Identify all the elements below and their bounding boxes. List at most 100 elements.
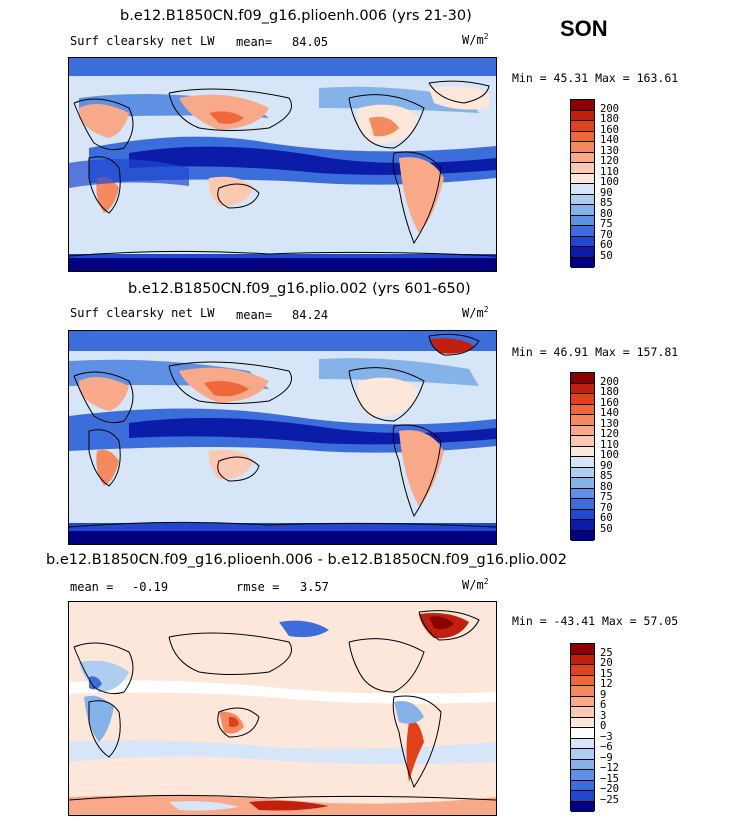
colorbar-segment [571,665,594,676]
units-exp: 2 [483,577,489,586]
colorbar-segment [571,644,594,655]
panel-3-rmse-value: 3.57 [300,580,329,594]
colorbar-segment [571,383,594,394]
colorbar-segment [571,110,594,121]
colorbar-tick-label: 9 [600,688,607,701]
panel-2-title: b.e12.B1850CN.f09_g16.plio.002 (yrs 601-… [128,281,471,297]
panel-1-variable: Surf clearsky net LW [70,34,215,48]
colorbar-segment [571,404,594,415]
colorbar-segment [571,163,594,174]
colorbar-segment [571,194,594,205]
panel-3-colorbar [570,643,595,812]
colorbar-tick-label: 130 [600,417,619,430]
colorbar-segment [571,415,594,426]
colorbar-tick-label: 120 [600,428,619,440]
colorbar-tick-label: 85 [600,197,613,209]
units-base: W/m [462,33,484,47]
colorbar-segment [571,100,594,111]
colorbar-tick-label: 100 [600,176,619,188]
panel-1-map [68,57,497,272]
colorbar-segment [571,696,594,707]
colorbar-tick-label: 3 [600,709,607,722]
colorbar-segment [571,728,594,739]
colorbar-segment [571,131,594,142]
colorbar-tick-label: 120 [600,155,619,167]
colorbar-tick-label: −9 [600,751,613,764]
colorbar-segment [571,520,594,531]
colorbar-segment [571,425,594,436]
colorbar-tick-label: 90 [600,459,613,472]
panel-1-units: W/m2 [462,32,489,47]
panel-1-mean-value: 84.05 [292,35,329,49]
colorbar-tick-label: 75 [600,218,613,230]
colorbar-tick-label: −12 [600,762,619,774]
panel-2-map [68,330,497,545]
colorbar-segment [571,215,594,226]
panel-2-units: W/m2 [462,305,489,320]
colorbar-segment [571,247,594,258]
colorbar-tick-label: 60 [600,239,613,251]
panel-2-mean-value: 84.24 [292,308,329,322]
colorbar-segment [571,142,594,153]
colorbar-tick-label: 85 [600,470,613,482]
panel-1-minmax: Min = 45.31 Max = 163.61 [512,71,679,85]
colorbar-segment [571,759,594,770]
colorbar-tick-label: −3 [600,730,613,743]
panel-3-rmse-label: rmse = [236,580,280,594]
colorbar-tick-label: 200 [600,102,619,115]
colorbar-segment [571,373,594,384]
colorbar-tick-label: 0 [600,720,607,732]
colorbar-segment [571,236,594,247]
colorbar-tick-label: 20 [600,657,613,669]
units-base: W/m [462,306,484,320]
colorbar-segment [571,467,594,478]
colorbar-tick-label: 180 [600,386,619,398]
panel-2-colorbar [570,372,595,541]
panel-3-title: b.e12.B1850CN.f09_g16.plioenh.006 - b.e1… [46,552,567,568]
colorbar-segment [571,780,594,791]
colorbar-tick-label: 140 [600,134,619,146]
colorbar-segment [571,675,594,686]
colorbar-segment [571,654,594,665]
colorbar-tick-label: 50 [600,249,613,262]
colorbar-segment [571,499,594,510]
colorbar-tick-label: 60 [600,512,613,524]
panel-3-map [68,601,497,816]
colorbar-tick-label: 25 [600,646,613,659]
colorbar-tick-label: 110 [600,438,619,451]
colorbar-segment [571,801,594,812]
colorbar-segment [571,791,594,802]
colorbar-segment [571,509,594,520]
panel-3-mean-value: -0.19 [132,580,169,594]
colorbar-segment [571,488,594,499]
colorbar-segment [571,686,594,697]
colorbar-tick-label: 80 [600,480,613,493]
colorbar-tick-label: 70 [600,228,613,241]
colorbar-segment [571,478,594,489]
colorbar-segment [571,184,594,195]
panel-2-variable: Surf clearsky net LW [70,306,215,320]
colorbar-tick-label: 70 [600,501,613,514]
colorbar-segment [571,749,594,760]
colorbar-segment [571,707,594,718]
colorbar-tick-label: −25 [600,793,619,806]
colorbar-segment [571,530,594,541]
colorbar-tick-label: 75 [600,491,613,503]
colorbar-segment [571,717,594,728]
colorbar-tick-label: −15 [600,772,619,785]
panel-3-mean-label: mean = [70,580,114,594]
colorbar-tick-label: 80 [600,207,613,220]
colorbar-tick-label: 130 [600,144,619,157]
panel-3-units: W/m2 [462,577,489,592]
colorbar-segment [571,173,594,184]
colorbar-segment [571,226,594,237]
colorbar-tick-label: 160 [600,396,619,409]
colorbar-tick-label: −6 [600,741,613,753]
colorbar-segment [571,738,594,749]
colorbar-segment [571,446,594,457]
colorbar-segment [571,205,594,216]
units-exp: 2 [483,305,489,314]
colorbar-segment [571,457,594,468]
units-exp: 2 [483,32,489,41]
colorbar-tick-label: −20 [600,783,619,795]
